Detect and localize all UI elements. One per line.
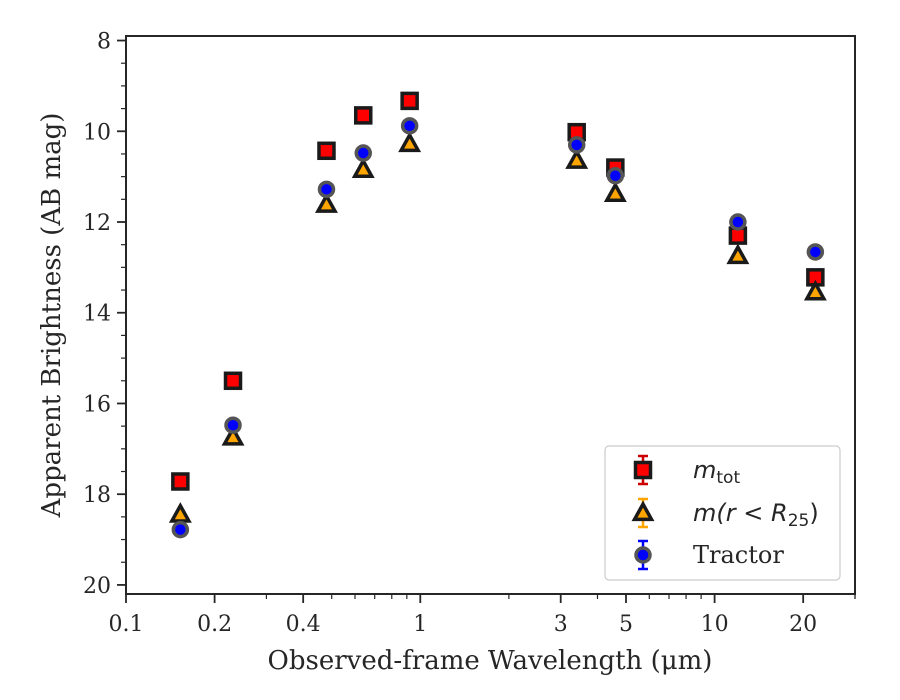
x-tick-label: 0.2 [197, 612, 232, 637]
y-tick-label: 18 [83, 483, 111, 508]
x-axis: 0.1 0.2 0.4 1 3 5 10 20 [109, 594, 856, 637]
data-point-triangle [726, 243, 750, 265]
y-tick-label: 16 [83, 392, 111, 417]
data-point-triangle [168, 502, 192, 523]
data-point-triangle [351, 157, 375, 178]
data-point-circle [171, 520, 190, 539]
data-point-triangle [803, 279, 827, 301]
data-point-square [354, 106, 373, 125]
data-point-triangle [603, 181, 627, 202]
data-point-triangle [221, 424, 245, 446]
y-tick-label: 8 [97, 30, 111, 55]
x-tick-label: 3 [554, 612, 568, 637]
data-point-circle [729, 213, 747, 231]
legend-marker-square [633, 460, 653, 480]
data-point-circle [317, 180, 336, 199]
data-point-triangle [565, 148, 589, 169]
data-point-circle [567, 136, 586, 154]
data-point-circle [400, 117, 419, 135]
data-point-square [400, 91, 419, 111]
y-tick-label: 14 [83, 302, 111, 327]
series-triangle-group [168, 131, 827, 523]
x-tick-label: 20 [789, 612, 817, 637]
plot-frame [125, 35, 856, 595]
data-point-circle [806, 243, 825, 261]
y-tick-label: 12 [83, 211, 111, 236]
data-marks [168, 91, 827, 539]
x-tick-label: 10 [701, 612, 729, 637]
series-circle-group [171, 117, 825, 539]
data-point-triangle [315, 192, 338, 213]
data-point-triangle [398, 131, 422, 153]
x-tick-label: 0.1 [109, 612, 144, 637]
data-point-circle [354, 144, 373, 162]
data-point-circle [606, 166, 625, 185]
legend-marker-circle [634, 546, 652, 564]
legend-label-circle: Tractor [693, 541, 784, 569]
data-point-circle [224, 416, 242, 434]
data-point-square [171, 472, 190, 491]
legend-box [604, 445, 841, 581]
data-point-square [317, 141, 336, 161]
y-tick-label: 10 [83, 120, 111, 145]
x-axis-title: Observed-frame Wavelength (μm) [268, 646, 713, 676]
x-tick-label: 1 [413, 612, 427, 637]
x-tick-label: 0.4 [286, 612, 321, 637]
x-tick-label: 5 [619, 612, 633, 637]
y-tick-label: 20 [83, 574, 111, 599]
y-axis: 8 10 12 14 16 18 20 [83, 30, 126, 599]
series-square-group [171, 91, 825, 491]
y-axis-title: Apparent Brightness (AB mag) [37, 113, 67, 519]
legend-label-triangle: m(r < R25) [693, 499, 819, 531]
data-point-square [223, 371, 243, 391]
legend: mtot m(r < R25) Tractor [604, 445, 841, 581]
legend-marker-triangle [631, 500, 655, 522]
legend-label-square: mtot [693, 456, 740, 488]
